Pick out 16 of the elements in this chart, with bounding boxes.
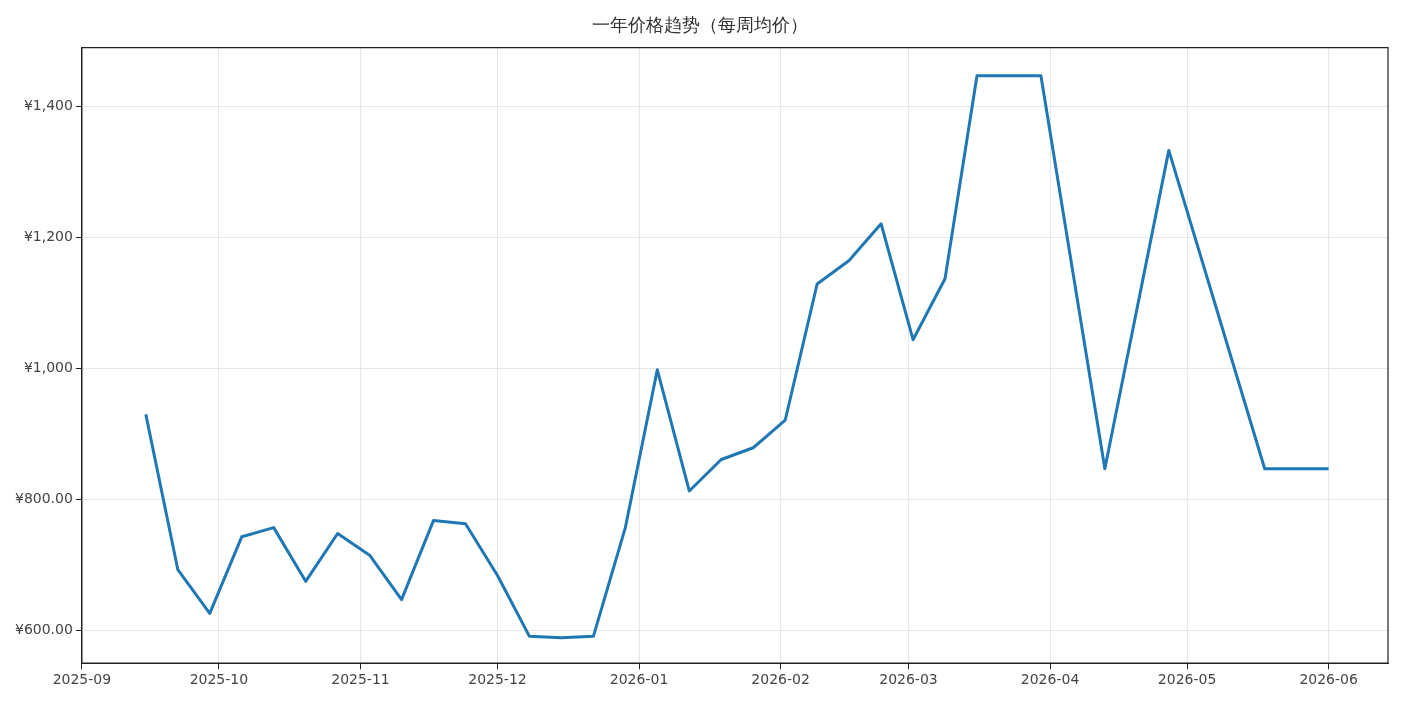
- x-tick-label: 2025-09: [52, 671, 112, 688]
- y-tick-label: ¥800.00: [14, 490, 73, 507]
- x-tick-label: 2026-05: [1157, 671, 1217, 688]
- x-tick-label: 2026-02: [751, 671, 810, 688]
- x-tick-label: 2025-12: [468, 671, 527, 688]
- y-tick-label: ¥1,400: [23, 97, 73, 114]
- y-tick-label: ¥600.00: [14, 621, 73, 638]
- x-tick-label: 2026-04: [1020, 671, 1080, 688]
- x-tick-label: 2026-01: [609, 671, 669, 688]
- x-tick-label: 2025-11: [331, 671, 390, 688]
- x-tick-label: 2026-06: [1299, 671, 1358, 688]
- y-tick-label: ¥1,000: [23, 359, 73, 376]
- chart-title: 一年价格趋势（每周均价）: [592, 14, 808, 36]
- y-tick-label: ¥1,200: [23, 228, 73, 245]
- x-tick-label: 2025-10: [189, 671, 249, 688]
- x-tick-label: 2026-03: [879, 671, 938, 688]
